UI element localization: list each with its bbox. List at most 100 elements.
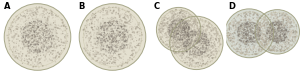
Point	[226, 35, 231, 36]
Point	[114, 36, 118, 38]
Point	[35, 43, 40, 45]
Point	[260, 49, 265, 50]
Point	[276, 46, 281, 47]
Point	[172, 12, 177, 13]
Point	[171, 33, 176, 35]
Point	[38, 51, 43, 52]
Point	[88, 39, 93, 40]
Point	[194, 48, 199, 49]
Point	[276, 42, 280, 43]
Point	[12, 42, 17, 44]
Point	[84, 33, 88, 34]
Point	[249, 31, 254, 33]
Point	[251, 51, 256, 52]
Point	[121, 39, 126, 40]
Point	[182, 46, 187, 47]
Point	[169, 29, 174, 30]
Point	[235, 34, 240, 35]
Point	[264, 22, 269, 24]
Point	[167, 24, 172, 25]
Point	[183, 25, 188, 26]
Point	[256, 37, 261, 38]
Point	[259, 23, 264, 24]
Point	[259, 38, 263, 39]
Point	[105, 8, 110, 9]
Point	[123, 12, 128, 13]
Point	[26, 46, 31, 47]
Point	[279, 41, 283, 42]
Point	[126, 18, 131, 19]
Point	[21, 41, 26, 43]
Point	[50, 15, 54, 16]
Point	[174, 33, 179, 34]
Point	[50, 34, 54, 36]
Point	[125, 32, 130, 33]
Point	[240, 35, 244, 36]
Point	[243, 43, 248, 44]
Point	[119, 28, 124, 29]
Point	[169, 47, 173, 48]
Point	[53, 39, 58, 40]
Point	[16, 18, 20, 19]
Point	[261, 24, 266, 26]
Point	[44, 42, 49, 43]
Point	[284, 22, 289, 23]
Point	[27, 25, 32, 26]
Point	[282, 24, 286, 26]
Point	[15, 31, 20, 32]
Point	[201, 30, 206, 31]
Point	[251, 33, 256, 34]
Point	[171, 15, 176, 16]
Point	[208, 51, 213, 52]
Point	[114, 49, 118, 50]
Point	[166, 18, 171, 20]
Point	[200, 54, 204, 55]
Point	[111, 11, 116, 12]
Point	[171, 27, 176, 29]
Point	[116, 45, 120, 46]
Point	[176, 33, 180, 34]
Point	[183, 23, 188, 24]
Point	[240, 28, 245, 29]
Point	[250, 34, 255, 35]
Point	[166, 29, 170, 30]
Point	[264, 41, 268, 43]
Point	[282, 48, 287, 49]
Point	[178, 40, 182, 41]
Point	[171, 32, 176, 33]
Point	[206, 27, 210, 28]
Point	[241, 42, 246, 43]
Point	[187, 38, 191, 39]
Point	[214, 48, 219, 49]
Point	[180, 16, 185, 17]
Point	[264, 44, 269, 45]
Point	[188, 54, 193, 55]
Point	[47, 58, 52, 60]
Point	[43, 23, 47, 25]
Point	[190, 57, 194, 59]
Point	[125, 10, 130, 12]
Point	[96, 28, 101, 29]
Point	[240, 35, 245, 36]
Point	[38, 35, 42, 37]
Point	[255, 29, 260, 30]
Point	[180, 13, 184, 14]
Point	[240, 32, 245, 33]
Point	[241, 20, 246, 21]
Point	[37, 52, 42, 53]
Point	[25, 59, 30, 60]
Point	[173, 37, 178, 38]
Point	[236, 34, 241, 36]
Point	[171, 36, 176, 37]
Point	[121, 49, 126, 50]
Point	[169, 13, 174, 14]
Point	[21, 38, 26, 39]
Point	[270, 26, 274, 27]
Point	[250, 27, 254, 28]
Point	[14, 20, 19, 21]
Point	[121, 36, 125, 37]
Point	[173, 23, 178, 24]
Point	[180, 53, 185, 54]
Point	[110, 28, 115, 29]
Point	[40, 38, 45, 39]
